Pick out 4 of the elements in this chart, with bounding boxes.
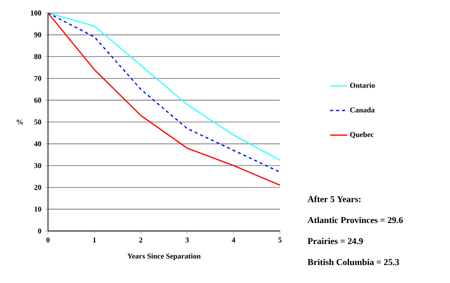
text: Prairies = 24.9	[308, 238, 363, 244]
text: British Columbia = 25.3	[308, 258, 400, 266]
text: After 5 Years:	[308, 196, 361, 202]
text: Atlantic Provinces = 29.6	[308, 216, 403, 224]
